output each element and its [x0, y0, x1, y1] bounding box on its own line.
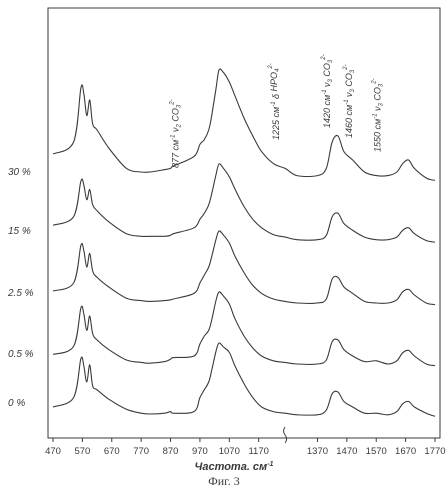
peak-annotation: 1550 см-1 ν3 CO32- [371, 78, 384, 152]
spectrum-line-0 [52, 342, 436, 417]
x-tick-label: 670 [104, 446, 120, 457]
x-tick-label: 1370 [307, 446, 328, 457]
spectrum-line-30 [52, 68, 436, 181]
series-label: 30 % [8, 167, 31, 178]
series-label: 15 % [8, 226, 31, 237]
series-labels: 30 % 15 % 2.5 % 0.5 % 0 % [7, 167, 34, 409]
series-label: 0 % [8, 398, 25, 409]
x-tick-label: 1070 [219, 446, 240, 457]
figure-caption: Фиг. 3 [208, 474, 240, 488]
x-axis-ticks: 470 570 670 770 870 970 1070 1170 1370 1470 1570 16… [45, 438, 446, 457]
peak-annotation: 1460 см-1 ν3 CO32- [343, 64, 356, 138]
x-tick-label: 570 [74, 446, 90, 457]
axis-break-mark [283, 426, 288, 444]
x-tick-label: 470 [45, 446, 61, 457]
ftir-spectra-chart: 30 % 15 % 2.5 % 0.5 % 0 % 470 570 670 770 870 970… [7, 7, 446, 473]
x-tick-label: 870 [163, 446, 179, 457]
x-tick-label: 1670 [395, 446, 416, 457]
series-label: 2.5 % [7, 288, 34, 299]
x-tick-label: 1470 [336, 446, 357, 457]
peak-annotation: 1420 см-1 ν3 CO32- [321, 54, 334, 128]
series-label: 0.5 % [8, 349, 34, 360]
x-tick-label: 1570 [366, 446, 387, 457]
plot-frame [47, 7, 441, 444]
spectrum-line-25 [52, 230, 436, 306]
spectra-curves [52, 68, 436, 417]
peak-annotations: 877 см-1 ν2 CO32- 1225 см-1 δ HPO42- 1420 … [170, 54, 385, 168]
x-tick-label: 1170 [248, 446, 268, 457]
spectrum-line-15 [52, 163, 436, 243]
peak-annotation: 877 см-1 ν2 CO32- [170, 99, 183, 168]
x-tick-label: 1770 [424, 446, 445, 457]
x-tick-label: 770 [133, 446, 149, 457]
x-tick-label: 970 [192, 446, 208, 457]
x-axis-label: Частота, см-1 [195, 461, 274, 470]
peak-annotation: 1225 см-1 δ HPO42- [268, 63, 281, 140]
plot-border [47, 7, 441, 439]
spectrum-line-05 [52, 291, 436, 367]
